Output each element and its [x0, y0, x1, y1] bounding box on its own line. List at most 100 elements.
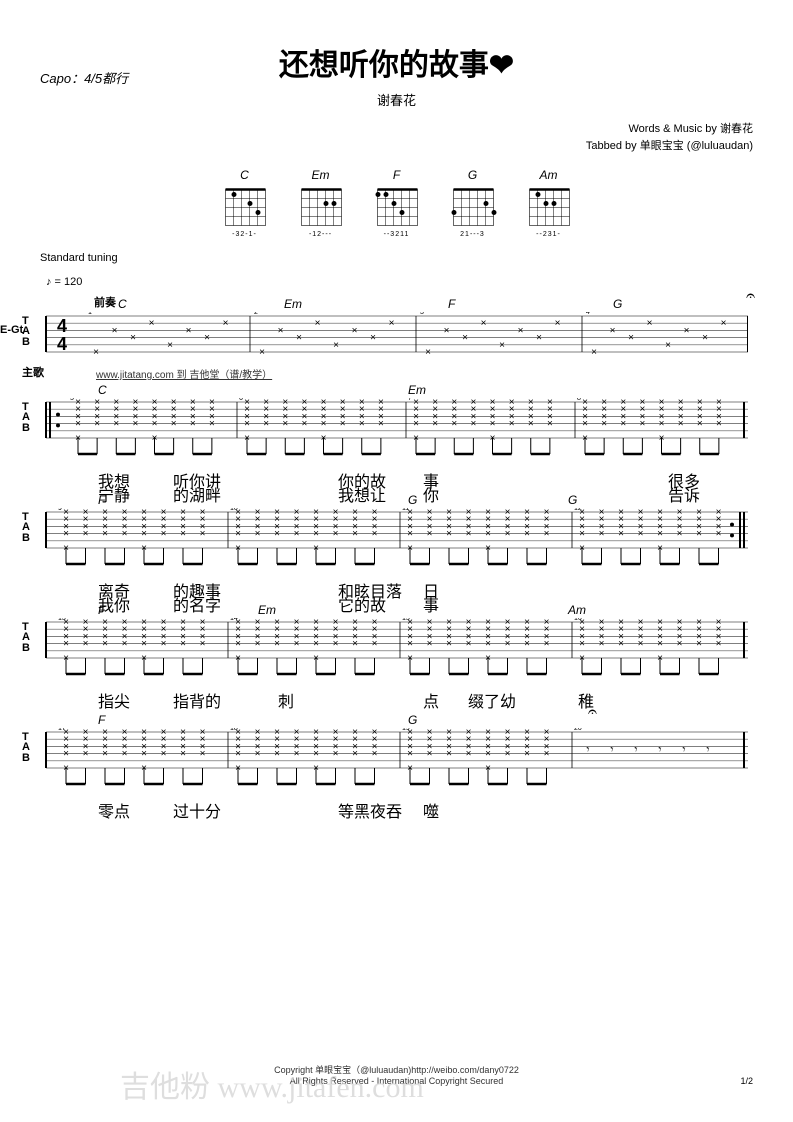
- svg-text:×: ×: [321, 419, 327, 430]
- svg-text:×: ×: [83, 639, 89, 650]
- chord-above: G: [613, 297, 622, 311]
- svg-text:×: ×: [499, 340, 505, 351]
- svg-text:𝄾: 𝄾: [634, 743, 637, 757]
- svg-text:×: ×: [102, 639, 108, 650]
- svg-text:×: ×: [427, 639, 433, 650]
- chord-fingers: --3211: [373, 231, 421, 238]
- lyric: 点: [423, 688, 439, 712]
- svg-text:×: ×: [274, 749, 280, 760]
- svg-text:×: ×: [462, 333, 468, 344]
- svg-text:×: ×: [677, 639, 683, 650]
- svg-text:×: ×: [296, 333, 302, 344]
- svg-text:×: ×: [161, 639, 167, 650]
- svg-text:×: ×: [599, 639, 605, 650]
- tab-label-4: TAB: [22, 622, 30, 653]
- svg-text:𝄾: 𝄾: [682, 743, 685, 757]
- chord-above: F: [448, 297, 455, 311]
- jitatang-link: www.jitatang.com 到 吉他堂（谱/教学）: [96, 366, 272, 381]
- lyrics-3: 离奇的趣事和眩目落日我你的名字它的故事: [28, 578, 773, 606]
- svg-text:×: ×: [200, 639, 206, 650]
- svg-text:×: ×: [313, 639, 319, 650]
- svg-text:×: ×: [167, 340, 173, 351]
- svg-text:×: ×: [524, 639, 530, 650]
- tab-svg-3: 9××××××××××××××××××××××××××××××××××10×××…: [28, 508, 748, 574]
- tab-svg-4: 13××××××××××××××××××××××××××××××××××14××…: [28, 618, 748, 684]
- chord-name: F: [373, 168, 421, 182]
- svg-text:×: ×: [684, 325, 690, 336]
- svg-text:×: ×: [677, 529, 683, 540]
- tempo-label: ♪ = 120: [46, 276, 793, 288]
- svg-text:×: ×: [446, 639, 452, 650]
- svg-text:×: ×: [255, 639, 261, 650]
- staff-line-3: TAB F G G 9×××××××××××××××××××××××××××××…: [28, 508, 773, 606]
- svg-text:×: ×: [628, 333, 634, 344]
- svg-text:×: ×: [579, 529, 585, 540]
- chord-diagram-em: Em -12---: [297, 168, 345, 238]
- lyric: 它的故: [338, 592, 386, 616]
- tab-staff-area: 前奏 E-Gt TAB C Em F G 𝄐 441××××××××2×××××…: [0, 312, 793, 826]
- chord-fingers: 21---3: [449, 231, 497, 238]
- svg-text:×: ×: [102, 749, 108, 760]
- chord-diagram-g: G 21---3: [449, 168, 497, 238]
- svg-text:×: ×: [333, 749, 339, 760]
- svg-text:×: ×: [180, 529, 186, 540]
- svg-text:×: ×: [122, 639, 128, 650]
- svg-text:×: ×: [544, 749, 550, 760]
- svg-text:×: ×: [544, 529, 550, 540]
- lyric: 你: [423, 482, 439, 506]
- chord-above: F: [98, 493, 105, 507]
- chord-diagrams-row: C -32-1- Em -12--- F: [0, 168, 793, 238]
- svg-text:×: ×: [161, 529, 167, 540]
- svg-text:×: ×: [112, 325, 118, 336]
- staff-line-5: TAB F G 𝄐 17××××××××××××××××××××××××××××…: [28, 728, 773, 826]
- lyric: 的名字: [173, 592, 221, 616]
- svg-text:×: ×: [75, 419, 81, 430]
- svg-text:×: ×: [113, 419, 119, 430]
- svg-text:×: ×: [301, 419, 307, 430]
- lyric: 指背的: [173, 688, 221, 712]
- svg-text:×: ×: [352, 639, 358, 650]
- lyric: 缀了幼: [468, 688, 516, 712]
- svg-text:×: ×: [255, 749, 261, 760]
- svg-text:9: 9: [58, 508, 62, 512]
- svg-text:×: ×: [610, 325, 616, 336]
- svg-text:×: ×: [505, 529, 511, 540]
- chord-fingers: -12---: [297, 231, 345, 238]
- svg-text:×: ×: [93, 347, 99, 358]
- svg-text:×: ×: [518, 325, 524, 336]
- staff-line-2: 主歌 www.jitatang.com 到 吉他堂（谱/教学） TAB C Em…: [28, 398, 773, 496]
- svg-text:×: ×: [180, 639, 186, 650]
- chord-diagram-c: C -32-1-: [221, 168, 269, 238]
- chord-above: F: [98, 603, 105, 617]
- svg-text:×: ×: [149, 318, 155, 329]
- svg-text:×: ×: [244, 419, 250, 430]
- svg-text:×: ×: [63, 749, 69, 760]
- svg-text:×: ×: [678, 419, 684, 430]
- svg-text:×: ×: [102, 529, 108, 540]
- svg-text:×: ×: [204, 333, 210, 344]
- chord-name: Em: [297, 168, 345, 182]
- page-number: 1/2: [740, 1076, 753, 1086]
- svg-text:×: ×: [696, 639, 702, 650]
- chord-fingers: --231-: [525, 231, 573, 238]
- svg-text:4: 4: [57, 334, 67, 354]
- chord-above: Em: [408, 383, 426, 397]
- svg-text:6: 6: [239, 398, 243, 402]
- svg-text:×: ×: [83, 749, 89, 760]
- svg-text:×: ×: [152, 419, 158, 430]
- svg-text:×: ×: [432, 419, 438, 430]
- svg-text:×: ×: [485, 749, 491, 760]
- chord-diagram-am: Am --231-: [525, 168, 573, 238]
- svg-text:×: ×: [352, 749, 358, 760]
- credits-line1: Words & Music by 谢春花: [0, 121, 753, 138]
- chord-name: C: [221, 168, 269, 182]
- svg-text:×: ×: [278, 325, 284, 336]
- svg-text:×: ×: [444, 325, 450, 336]
- svg-text:×: ×: [413, 419, 419, 430]
- svg-text:×: ×: [378, 419, 384, 430]
- svg-text:×: ×: [200, 529, 206, 540]
- svg-text:7: 7: [408, 398, 412, 402]
- egt-label: E-Gt: [0, 324, 23, 336]
- svg-text:×: ×: [235, 529, 241, 540]
- svg-text:×: ×: [721, 318, 727, 329]
